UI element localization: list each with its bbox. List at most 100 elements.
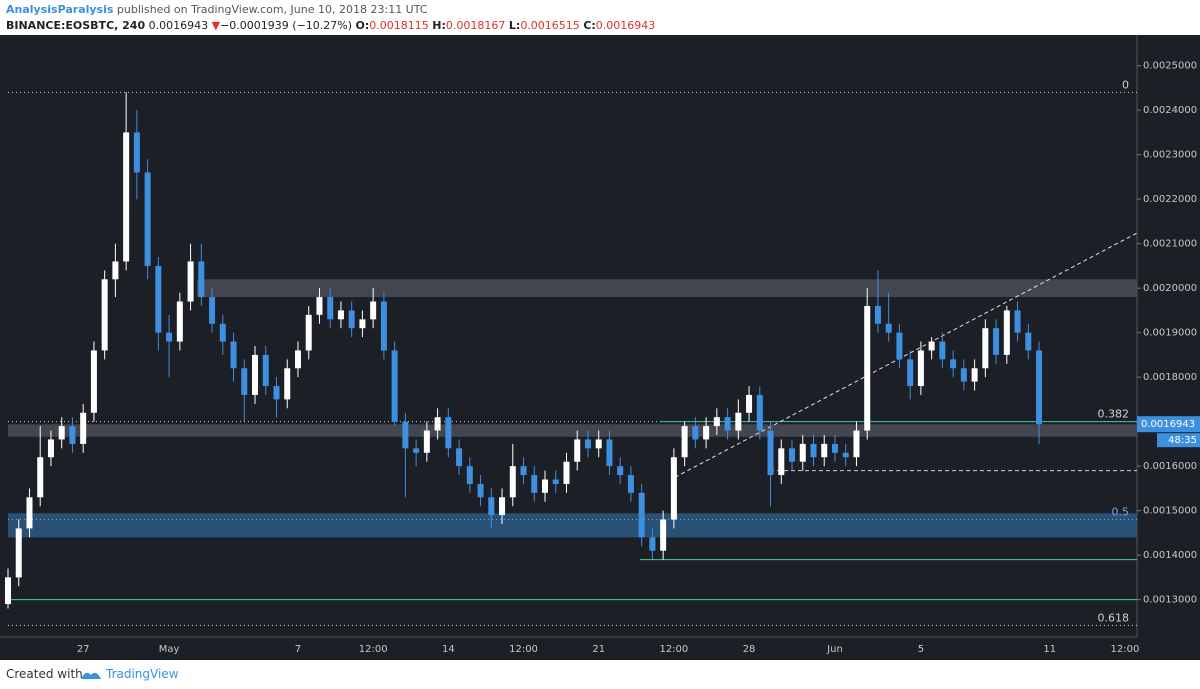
- c-label: C:: [583, 19, 596, 32]
- candle-body: [509, 466, 516, 498]
- price: 0.0016943: [148, 19, 209, 32]
- candle-body: [735, 412, 742, 431]
- candle-body: [617, 466, 624, 476]
- candle-body: [928, 341, 935, 351]
- x-tick-label: 21: [592, 644, 605, 655]
- y-tick-label: 0.0015000: [1143, 506, 1197, 517]
- candle-body: [853, 430, 860, 458]
- candle-body: [47, 439, 54, 458]
- candle-body: [391, 350, 398, 422]
- candle-body: [874, 305, 881, 324]
- candle-body: [939, 341, 946, 360]
- candle-body: [1036, 350, 1043, 425]
- change: −0.0001939 (−10.27%): [220, 19, 353, 32]
- x-tick-label: May: [159, 644, 180, 655]
- chart-background: [0, 35, 1200, 660]
- candle-body: [284, 368, 291, 400]
- ohlc-line: BINANCE:EOSBTC, 240 0.0016943 ▼−0.000193…: [6, 19, 655, 32]
- candle-body: [69, 426, 76, 444]
- candle-body: [552, 479, 559, 484]
- trendline: [674, 232, 1138, 478]
- x-tick-label: 5: [918, 644, 924, 655]
- footer: Created with TradingView: [0, 660, 1200, 689]
- candle-body: [778, 448, 785, 476]
- candle-body: [241, 368, 248, 395]
- candle-body: [971, 368, 978, 382]
- candle-body: [101, 279, 108, 351]
- created-with: Created with: [6, 667, 83, 681]
- l: 0.0016515: [520, 19, 580, 32]
- x-tick-label: 12:00: [659, 644, 688, 655]
- h: 0.0018167: [445, 19, 506, 32]
- candle-body: [896, 332, 903, 360]
- candle-body: [756, 394, 763, 431]
- symbol: BINANCE:EOSBTC, 240: [6, 19, 146, 32]
- candle-body: [176, 301, 183, 342]
- fib-label: 0.618: [1098, 611, 1130, 624]
- fib-label: 0.5: [1112, 506, 1130, 519]
- x-tick-label: 28: [743, 644, 756, 655]
- logo: [81, 672, 101, 679]
- c: 0.0016943: [595, 19, 656, 32]
- candle-body: [1003, 310, 1010, 355]
- candle-body: [198, 261, 205, 298]
- y-tick-label: 0.0019000: [1143, 328, 1197, 339]
- candle-body: [219, 323, 226, 342]
- countdown: 48:35: [1168, 435, 1197, 446]
- candle-body: [413, 448, 420, 453]
- candle-body: [885, 323, 892, 333]
- y-tick-label: 0.0023000: [1143, 150, 1197, 161]
- candle-body: [26, 497, 33, 529]
- candle-body: [187, 261, 194, 302]
- candle-body: [542, 479, 548, 493]
- candle-body: [166, 332, 173, 342]
- x-tick-label: Jun: [826, 644, 843, 655]
- candle-body: [960, 368, 967, 382]
- candle-body: [37, 457, 44, 498]
- x-tick-label: 12:00: [1111, 644, 1140, 655]
- x-tick-label: 14: [442, 644, 455, 655]
- candle-body: [445, 417, 452, 449]
- candle-body: [842, 452, 849, 458]
- candle-body: [831, 443, 838, 453]
- candle-body: [144, 172, 151, 266]
- candle-body: [681, 426, 688, 458]
- x-tick-label: 12:00: [509, 644, 538, 655]
- candle-body: [584, 439, 591, 449]
- candle-body: [262, 354, 269, 387]
- candle-body: [767, 430, 774, 476]
- zone: [8, 424, 1137, 437]
- candle-body: [348, 310, 355, 329]
- candle-body: [133, 132, 140, 173]
- brand[interactable]: TradingView: [106, 667, 179, 681]
- candle-body: [660, 519, 667, 551]
- candle-body: [477, 483, 484, 498]
- candle-body: [670, 457, 677, 520]
- candle-body: [58, 426, 65, 440]
- x-tick-label: 11: [1043, 644, 1056, 655]
- candle-body: [488, 497, 495, 516]
- y-tick-label: 0.0018000: [1143, 372, 1197, 383]
- candle-body: [638, 492, 645, 538]
- candle-body: [402, 421, 409, 449]
- y-tick-label: 0.0024000: [1143, 105, 1197, 116]
- l-label: L:: [508, 19, 521, 32]
- author[interactable]: AnalysisParalysis: [6, 3, 114, 16]
- candle-body: [294, 350, 301, 369]
- candle-body: [466, 466, 473, 484]
- candle-body: [821, 443, 828, 458]
- arrow: ▼: [211, 19, 221, 32]
- o: 0.0018115: [369, 19, 429, 32]
- candle-body: [230, 341, 237, 369]
- h-label: H:: [432, 19, 446, 32]
- candle-body: [864, 305, 871, 431]
- y-tick-label: 0.0020000: [1143, 283, 1197, 294]
- candle-body: [434, 417, 441, 431]
- y-tick-label: 0.0013000: [1143, 595, 1197, 606]
- countdown-bg: [1157, 433, 1200, 448]
- fib-label: 0: [1122, 78, 1129, 91]
- o-label: O:: [355, 19, 370, 32]
- header: AnalysisParalysis published on TradingVi…: [0, 0, 1200, 35]
- candle-body: [724, 417, 731, 431]
